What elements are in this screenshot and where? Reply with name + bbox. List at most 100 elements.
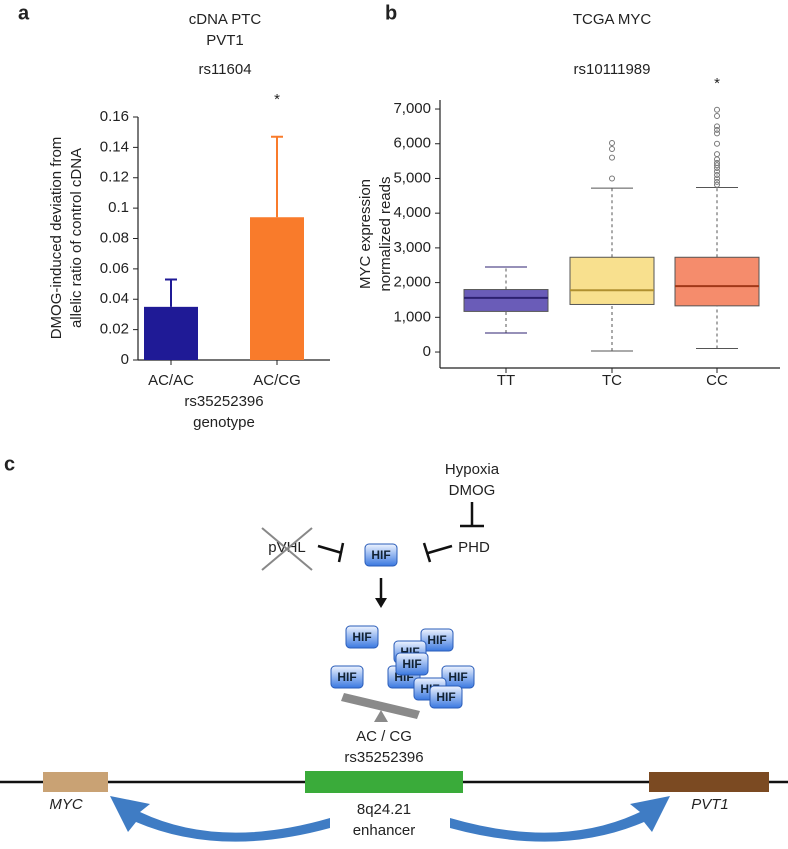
gene-pvt1 [649,772,769,792]
panel-label: a [18,2,30,24]
hif-box [420,628,454,652]
x-axis-label: rs35252396 [184,393,263,410]
y-tick-label: 0.08 [100,229,129,246]
x-tick-label: TT [497,372,515,389]
outlier [714,151,720,158]
hif-label: HIF [371,548,390,562]
diagram-label: PHD [458,539,490,556]
bar [250,217,304,360]
panel-label: b [385,2,397,24]
x-tick-label: AC/CG [253,372,301,389]
chart-title: TCGA MYC [573,11,652,28]
y-tick-label: 0.06 [100,260,129,277]
inhibit-bar [422,542,432,563]
gene-label: MYC [49,796,83,813]
outlier [609,175,615,182]
hif-label: HIF [352,630,371,644]
diagram-label: DMOG [449,482,496,499]
outlier [714,171,720,178]
outlier [609,140,615,147]
x-tick-label: CC [706,372,728,389]
fulcrum [374,710,388,722]
y-tick-label: 0.12 [100,169,129,186]
hif-label: HIF [448,670,467,684]
y-tick-label: 0.14 [100,138,129,155]
y-tick-label: 0.16 [100,108,129,125]
arrow-head [375,598,387,608]
arrow-left [110,796,330,842]
hif-label: HIF [436,690,455,704]
diagram-label: Hypoxia [445,461,500,478]
hif-label: HIF [337,670,356,684]
hif-box [429,685,463,709]
panel-label: c [4,453,15,475]
y-tick-label: 5,000 [393,169,431,186]
cross [261,527,313,571]
inhibit-line [317,544,343,555]
x-tick-label: TC [602,372,622,389]
gene-myc [43,772,108,792]
chart-title: rs11604 [198,61,251,78]
y-tick-label: 6,000 [393,135,431,152]
y-tick-label: 2,000 [393,274,431,291]
hif-box [330,665,364,689]
outlier [714,106,720,113]
outlier [609,145,615,152]
hif-label: HIF [427,633,446,647]
arrow-right [450,796,670,842]
y-tick-label: 0.04 [100,290,129,307]
outlier [714,112,720,119]
outlier [714,126,720,133]
hif-box [395,652,429,676]
outlier [714,178,720,185]
hif-box [345,625,379,649]
diagram-label: pVHL [268,539,306,556]
inhibit-line [427,544,453,555]
outlier [714,168,720,175]
diagram-label: AC / CG [356,728,412,745]
y-tick-label: 3,000 [393,239,431,256]
outlier [609,154,615,161]
outlier [714,130,720,137]
significance: * [714,75,720,92]
gene-label: PVT1 [691,796,729,813]
outlier [714,156,720,163]
diagram-label: 8q24.21 [357,801,411,818]
y-axis-label: MYC expression [357,179,374,289]
significance: * [274,91,280,108]
hif-label: HIF [402,657,421,671]
chart-title: cDNA PTC [189,11,262,28]
hif-box [364,543,398,567]
y-tick-label: 7,000 [393,100,431,117]
x-axis-label: genotype [193,414,255,431]
y-tick-label: 1,000 [393,308,431,325]
box [569,256,655,305]
diagram-label: enhancer [353,822,416,839]
y-tick-label: 0.02 [100,321,129,338]
y-axis-label: allelic ratio of control cDNA [68,148,85,328]
y-tick-label: 0 [423,343,431,360]
outlier [714,181,720,188]
x-tick-label: AC/AC [148,372,194,389]
y-tick-label: 4,000 [393,204,431,221]
seesaw [341,693,420,719]
outlier [714,140,720,147]
chart-subtitle: rs10111989 [573,61,650,78]
y-tick-label: 0 [121,351,129,368]
y-axis-label: DMOG-induced deviation from [48,137,65,340]
diagram-label: rs35252396 [344,749,423,766]
bar [144,306,198,360]
inhibit-bar [337,542,345,563]
box [674,256,760,307]
outlier [714,123,720,130]
box [463,289,549,312]
outlier [714,159,720,166]
diagram: Hypoxia DMOG PHD pVHL HIF HIF HIF HIF HIF HIF… [0,461,788,842]
outlier [714,162,720,169]
enhancer-box [305,771,463,793]
chart-title: PVT1 [206,32,244,49]
y-tick-label: 0.1 [108,199,129,216]
outlier [714,175,720,182]
y-axis-label: normalized reads [377,176,394,291]
